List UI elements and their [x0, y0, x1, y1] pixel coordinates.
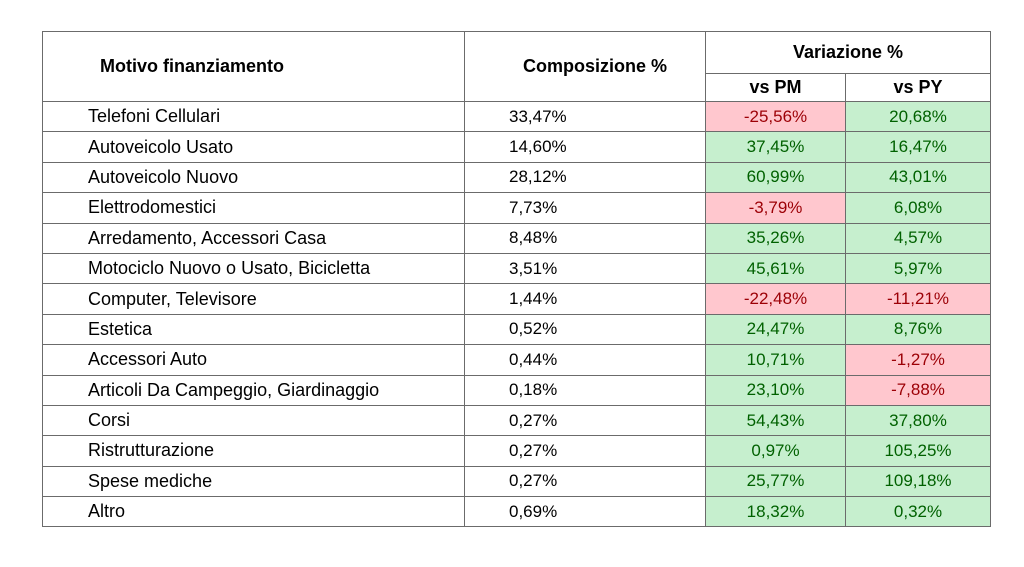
cell-vs-py: 4,57% — [845, 222, 991, 254]
financing-reason-table: Motivo finanziamento Composizione % Vari… — [42, 31, 991, 528]
cell-vs-py: 20,68% — [845, 100, 991, 133]
cell-composizione: 0,27% — [464, 435, 706, 467]
cell-motivo: Telefoni Cellulari — [42, 100, 465, 133]
table-row: Computer, Televisore 1,44% -22,48% -11,21% — [42, 283, 991, 315]
cell-vs-pm: 10,71% — [705, 344, 846, 376]
cell-vs-py: 16,47% — [845, 131, 991, 163]
table-row: Accessori Auto 0,44% 10,71% -1,27% — [42, 344, 991, 376]
cell-motivo: Autoveicolo Nuovo — [42, 161, 465, 194]
header-vs-pm: vs PM — [705, 73, 846, 102]
cell-motivo: Corsi — [42, 404, 465, 437]
header-variazione: Variazione % — [705, 31, 991, 74]
cell-motivo: Altro — [42, 496, 465, 528]
cell-motivo: Spese mediche — [42, 465, 465, 498]
cell-motivo: Computer, Televisore — [42, 283, 465, 315]
table-row: Spese mediche 0,27% 25,77% 109,18% — [42, 465, 991, 498]
cell-composizione: 1,44% — [464, 283, 706, 315]
table-body: Telefoni Cellulari 33,47% -25,56% 20,68% Aut… — [42, 100, 991, 528]
cell-composizione: 33,47% — [464, 100, 706, 133]
cell-vs-pm: 25,77% — [705, 465, 846, 498]
cell-vs-pm: -22,48% — [705, 283, 846, 315]
cell-vs-py: 105,25% — [845, 435, 991, 467]
cell-vs-pm: 24,47% — [705, 313, 846, 346]
cell-composizione: 28,12% — [464, 161, 706, 194]
cell-vs-py: -7,88% — [845, 374, 991, 406]
cell-vs-pm: 23,10% — [705, 374, 846, 406]
cell-composizione: 7,73% — [464, 192, 706, 224]
cell-vs-py: 109,18% — [845, 465, 991, 498]
header-composizione: Composizione % — [464, 31, 706, 102]
cell-vs-pm: 0,97% — [705, 435, 846, 467]
table-row: Motociclo Nuovo o Usato, Bicicletta 3,51%… — [42, 252, 991, 285]
cell-motivo: Elettrodomestici — [42, 192, 465, 224]
table-row: Elettrodomestici 7,73% -3,79% 6,08% — [42, 192, 991, 224]
cell-vs-pm: -25,56% — [705, 100, 846, 133]
cell-motivo: Ristrutturazione — [42, 435, 465, 467]
table-row: Autoveicolo Nuovo 28,12% 60,99% 43,01% — [42, 161, 991, 194]
cell-composizione: 3,51% — [464, 252, 706, 285]
cell-motivo: Arredamento, Accessori Casa — [42, 222, 465, 254]
cell-motivo: Motociclo Nuovo o Usato, Bicicletta — [42, 252, 465, 285]
cell-composizione: 0,52% — [464, 313, 706, 346]
cell-vs-py: -1,27% — [845, 344, 991, 376]
cell-motivo: Accessori Auto — [42, 344, 465, 376]
cell-vs-pm: 18,32% — [705, 496, 846, 528]
cell-vs-pm: -3,79% — [705, 192, 846, 224]
cell-motivo: Autoveicolo Usato — [42, 131, 465, 163]
cell-vs-py: 37,80% — [845, 404, 991, 437]
cell-vs-pm: 35,26% — [705, 222, 846, 254]
table-row: Estetica 0,52% 24,47% 8,76% — [42, 313, 991, 346]
cell-vs-pm: 60,99% — [705, 161, 846, 194]
cell-vs-py: 0,32% — [845, 496, 991, 528]
table-row: Ristrutturazione 0,27% 0,97% 105,25% — [42, 435, 991, 467]
table-row: Arredamento, Accessori Casa 8,48% 35,26% 4,… — [42, 222, 991, 254]
table-row: Altro 0,69% 18,32% 0,32% — [42, 496, 991, 528]
cell-vs-py: 6,08% — [845, 192, 991, 224]
cell-vs-py: -11,21% — [845, 283, 991, 315]
cell-vs-py: 43,01% — [845, 161, 991, 194]
cell-motivo: Estetica — [42, 313, 465, 346]
cell-vs-pm: 54,43% — [705, 404, 846, 437]
header-motivo: Motivo finanziamento — [42, 31, 465, 102]
cell-composizione: 0,18% — [464, 374, 706, 406]
cell-vs-pm: 37,45% — [705, 131, 846, 163]
table-row: Corsi 0,27% 54,43% 37,80% — [42, 404, 991, 437]
cell-composizione: 0,27% — [464, 465, 706, 498]
cell-vs-py: 5,97% — [845, 252, 991, 285]
cell-composizione: 8,48% — [464, 222, 706, 254]
cell-composizione: 14,60% — [464, 131, 706, 163]
cell-vs-py: 8,76% — [845, 313, 991, 346]
cell-composizione: 0,44% — [464, 344, 706, 376]
cell-vs-pm: 45,61% — [705, 252, 846, 285]
cell-composizione: 0,27% — [464, 404, 706, 437]
table-row: Autoveicolo Usato 14,60% 37,45% 16,47% — [42, 131, 991, 163]
cell-motivo: Articoli Da Campeggio, Giardinaggio — [42, 374, 465, 406]
table-row: Telefoni Cellulari 33,47% -25,56% 20,68% — [42, 100, 991, 133]
cell-composizione: 0,69% — [464, 496, 706, 528]
table-row: Articoli Da Campeggio, Giardinaggio 0,18%… — [42, 374, 991, 406]
header-vs-py: vs PY — [845, 73, 991, 102]
